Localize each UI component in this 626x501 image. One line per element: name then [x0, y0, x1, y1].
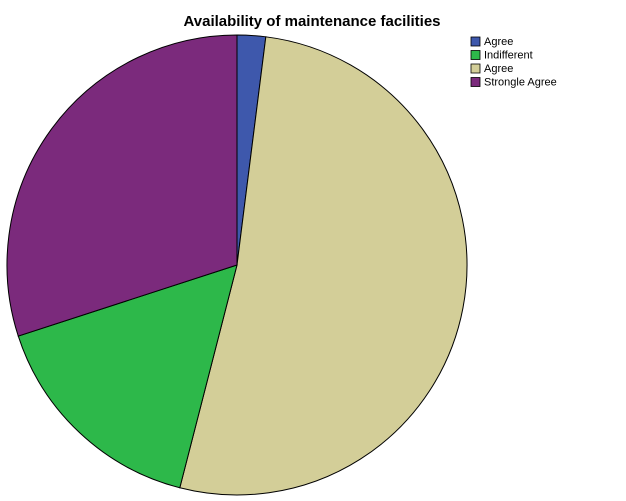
chart-title: Availability of maintenance facilities — [183, 13, 440, 30]
legend-label: Agree — [484, 36, 513, 48]
legend-label: Agree — [484, 63, 513, 75]
legend-label: Strongle Agree — [484, 76, 557, 88]
pie-slice — [179, 36, 468, 496]
pie-slice — [6, 34, 238, 337]
legend-swatch — [470, 36, 481, 47]
legend-label: Indifferent — [484, 49, 533, 61]
legend-swatch — [470, 77, 481, 87]
legend-swatch — [470, 63, 481, 74]
legend-swatch — [470, 50, 481, 60]
pie-slice — [17, 264, 238, 489]
